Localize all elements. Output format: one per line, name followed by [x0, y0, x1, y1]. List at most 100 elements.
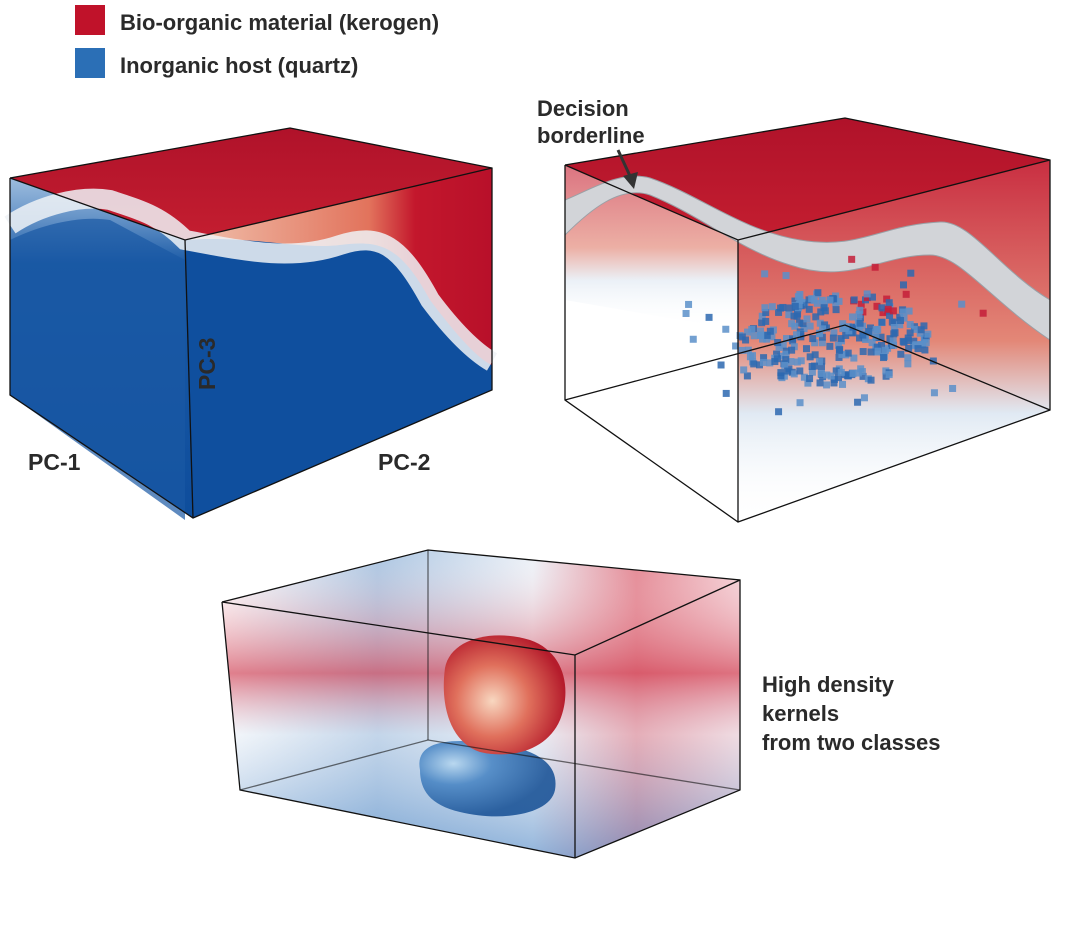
sample-point [958, 301, 965, 308]
sample-point [827, 297, 834, 304]
sample-point [897, 317, 904, 324]
sample-point [900, 309, 907, 316]
sample-point [906, 308, 913, 315]
sample-point [809, 335, 816, 342]
sample-point [794, 359, 801, 366]
sample-point [833, 306, 840, 313]
sample-point [823, 371, 830, 378]
sample-point [796, 367, 803, 374]
sample-point [901, 339, 908, 346]
sample-point [690, 336, 697, 343]
sample-point [848, 256, 855, 263]
sample-point [803, 315, 810, 322]
sample-point [809, 363, 816, 370]
annotation: Decision [537, 96, 629, 121]
sample-point [864, 290, 871, 297]
sample-point [792, 303, 799, 310]
sample-point [868, 348, 875, 355]
sample-point [850, 370, 857, 377]
sample-point [900, 281, 907, 288]
sample-point [860, 348, 867, 355]
legend-swatch [75, 5, 105, 35]
annotation: from two classes [762, 730, 941, 755]
sample-point [823, 381, 830, 388]
sample-point [878, 304, 885, 311]
sample-point [797, 399, 804, 406]
sample-point [838, 369, 845, 376]
sample-point [742, 336, 749, 343]
sample-point [854, 399, 861, 406]
sample-point [904, 360, 911, 367]
sample-point [826, 343, 833, 350]
sample-point [904, 354, 911, 361]
sample-point [784, 368, 791, 375]
sample-point [783, 272, 790, 279]
sample-point [817, 379, 824, 386]
sample-point [886, 371, 893, 378]
sample-point [722, 326, 729, 333]
sample-point [807, 353, 814, 360]
sample-point [845, 350, 852, 357]
sample-point [757, 332, 764, 339]
sample-point [788, 347, 795, 354]
sample-point [760, 359, 767, 366]
sample-point [923, 339, 930, 346]
sample-point [897, 351, 904, 358]
sample-point [921, 346, 928, 353]
sample-point [878, 319, 885, 326]
sample-point [874, 326, 881, 333]
sample-point [740, 366, 747, 373]
axis-label: PC-3 [194, 338, 220, 390]
sample-point [791, 313, 798, 320]
sample-point [788, 320, 795, 327]
annotation: borderline [537, 123, 645, 148]
sample-point [924, 331, 931, 338]
sample-point [808, 295, 815, 302]
legend-label: Inorganic host (quartz) [120, 53, 358, 78]
sample-point [830, 335, 837, 342]
sample-point [779, 304, 786, 311]
sample-point [882, 347, 889, 354]
sample-point [949, 385, 956, 392]
sample-point [836, 346, 843, 353]
sample-point [767, 328, 774, 335]
sample-point [683, 310, 690, 317]
sample-point [885, 306, 892, 313]
legend-swatch [75, 48, 105, 78]
axis-label: PC-1 [28, 449, 81, 475]
sample-point [806, 375, 813, 382]
sample-point [751, 332, 758, 339]
sample-point [774, 355, 781, 362]
sample-point [723, 390, 730, 397]
sample-point [775, 408, 782, 415]
sample-point [903, 291, 910, 298]
sample-point [907, 270, 914, 277]
sample-point [880, 354, 887, 361]
sample-point [795, 293, 802, 300]
sample-point [861, 394, 868, 401]
sample-point [803, 345, 810, 352]
sample-point [857, 320, 864, 327]
sample-point [915, 345, 922, 352]
sample-point [706, 314, 713, 321]
sample-point [839, 381, 846, 388]
sample-point [762, 318, 769, 325]
sample-point [868, 377, 875, 384]
sample-point [761, 270, 768, 277]
sample-point [907, 321, 914, 328]
panel-decision-volume: PC-1 PC-2 PC-3 [10, 128, 492, 520]
sample-point [685, 301, 692, 308]
sample-point [918, 326, 925, 333]
sample-point [856, 311, 863, 318]
sample-point [822, 307, 829, 314]
sample-point [718, 361, 725, 368]
sample-point [874, 348, 881, 355]
sample-point [907, 329, 914, 336]
sample-point [851, 296, 858, 303]
sample-point [747, 353, 754, 360]
sample-point [786, 304, 793, 311]
sample-point [744, 372, 751, 379]
annotation: High density [762, 672, 895, 697]
annotation: kernels [762, 701, 839, 726]
sample-point [777, 369, 784, 376]
